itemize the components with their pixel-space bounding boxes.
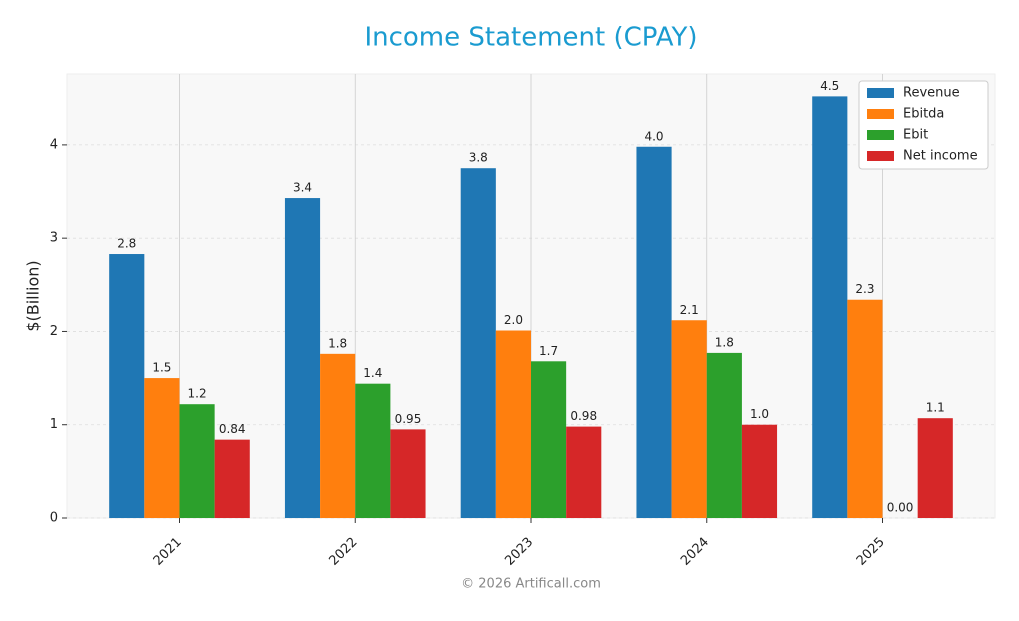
x-tick-label: 2024 [678,535,712,569]
bar [531,361,567,518]
legend-swatch [867,109,894,119]
y-axis-label: $(Billion) [24,260,43,331]
value-label: 2.8 [117,237,136,251]
legend-label: Net income [903,149,978,164]
value-label: 2.1 [680,303,699,317]
y-tick-label: 4 [50,137,58,152]
value-label: 1.8 [715,335,734,349]
y-tick-label: 1 [50,417,58,432]
legend-box [858,80,989,170]
chart-title: Income Statement (CPAY) [364,23,697,53]
value-label: 0.84 [219,422,246,436]
bar [179,404,215,518]
y-tick-label: 3 [50,231,58,246]
bar [671,320,707,518]
value-label: 0.95 [395,412,422,426]
bar [636,146,672,519]
x-tick-label: 2022 [327,535,361,569]
bar [812,96,848,519]
bar [495,330,531,518]
value-label: 2.0 [504,313,523,327]
y-tick-label: 0 [50,511,58,526]
value-label: 0.00 [887,501,914,515]
footer: © 2026 Artificall.com [461,577,601,592]
legend-label: Revenue [903,86,960,101]
bar [460,168,496,518]
bar [706,352,742,518]
bar [284,198,321,518]
value-label: 1.1 [926,401,945,415]
value-label: 1.5 [152,361,171,375]
bar [566,426,602,518]
legend-swatch [867,88,894,98]
bar [214,439,250,518]
bar [109,254,145,518]
x-tick-label: 2021 [151,535,185,569]
y-tick-label: 2 [50,324,58,339]
value-label: 4.5 [820,79,839,93]
bar [847,299,883,518]
bar [741,424,778,518]
value-label: 0.98 [570,409,597,423]
bar [144,378,180,518]
value-label: 1.2 [188,387,207,401]
value-label: 4.0 [644,129,663,143]
value-label: 3.4 [293,181,312,195]
bar [917,418,953,518]
x-tick-label: 2023 [502,535,536,569]
value-label: 2.3 [855,282,874,296]
value-label: 3.8 [469,151,488,165]
x-tick-label: 2025 [854,535,888,569]
legend-swatch [867,130,894,140]
bar [320,353,356,518]
legend-label: Ebit [903,128,928,143]
value-label: 1.7 [539,344,558,358]
bar [355,383,391,518]
legend-label: Ebitda [903,107,944,122]
value-label: 1.8 [328,336,347,350]
bar [390,429,426,518]
legend-swatch [867,151,894,161]
value-label: 1.0 [750,407,769,421]
value-label: 1.4 [363,366,382,380]
